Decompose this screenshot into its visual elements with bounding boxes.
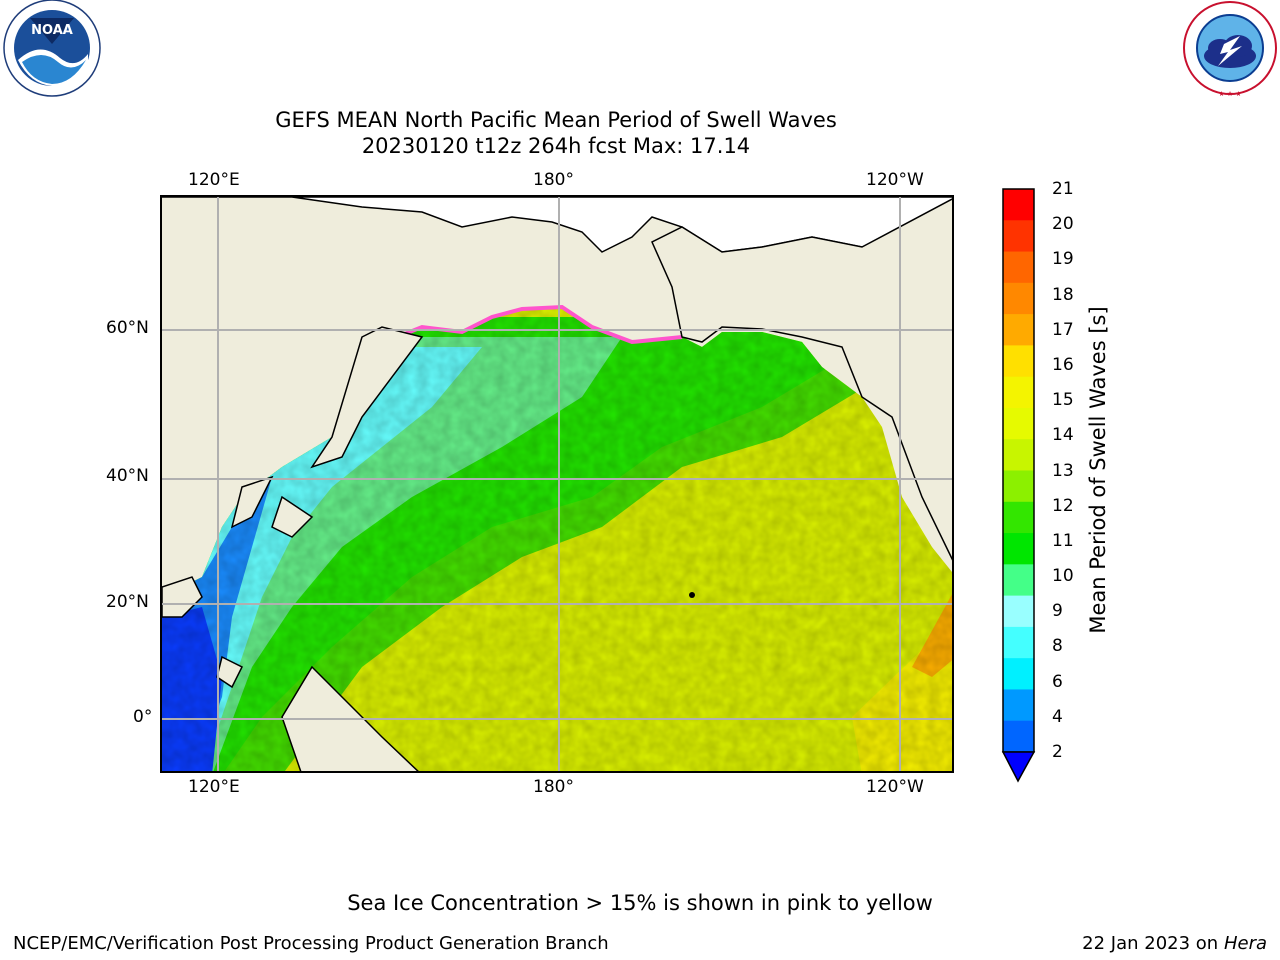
lon-label-bottom-180: 180° <box>533 777 574 797</box>
lon-label-top-180: 180° <box>533 170 574 190</box>
colorbar-cell <box>1003 189 1034 221</box>
colorbar-cell <box>1003 220 1034 253</box>
sea-ice-note: Sea Ice Concentration > 15% is shown in … <box>347 891 933 915</box>
nws-logo: ★ ★ ★ <box>1183 1 1277 98</box>
colorbar-tick-label: 8 <box>1052 636 1063 657</box>
colorbar-tick-label: 18 <box>1052 284 1074 305</box>
colorbar-cell <box>1003 533 1034 565</box>
colorbar-cell <box>1003 658 1034 690</box>
colorbar-cell <box>1003 564 1034 597</box>
chart-title: GEFS MEAN North Pacific Mean Period of S… <box>275 108 837 132</box>
colorbar-tick-label: 13 <box>1052 460 1074 481</box>
colorbar-cell <box>1003 345 1034 378</box>
footer-date-text: 22 Jan 2023 on <box>1082 933 1224 954</box>
colorbar-tick-label: 10 <box>1052 566 1074 587</box>
lon-label-bottom-120e: 120°E <box>188 777 240 797</box>
colorbar-tick-label: 2 <box>1052 742 1063 762</box>
colorbar-cell <box>1003 314 1034 346</box>
colorbar-cell <box>1003 689 1034 722</box>
colorbar <box>1001 188 1036 783</box>
colorbar-cell <box>1003 720 1034 753</box>
lon-label-bottom-120w: 120°W <box>866 777 924 797</box>
colorbar-cell <box>1003 501 1034 534</box>
noaa-logo: NOAA <box>3 0 101 97</box>
colorbar-tick-label: 17 <box>1052 319 1074 340</box>
lon-label-top-120w: 120°W <box>866 170 924 190</box>
colorbar-tick-label: 9 <box>1052 601 1063 622</box>
colorbar-label: Mean Period of Swell Waves [s] <box>1086 306 1110 634</box>
map-graticule <box>162 197 952 771</box>
lat-label-60n: 60°N <box>106 318 149 338</box>
hawaii <box>689 592 695 598</box>
colorbar-cell <box>1003 595 1034 628</box>
lon-label-top-120e: 120°E <box>188 170 240 190</box>
colorbar-cell <box>1003 626 1034 659</box>
swell-period-map <box>162 197 952 771</box>
colorbar-cell <box>1003 439 1034 471</box>
colorbar-tick-label: 19 <box>1052 249 1074 270</box>
footer-date: 22 Jan 2023 on Hera <box>1082 933 1267 954</box>
colorbar-tick-label: 6 <box>1052 671 1063 692</box>
colorbar-tick-label: 4 <box>1052 706 1063 727</box>
sea-ice-edge <box>371 304 683 349</box>
lat-label-40n: 40°N <box>106 466 149 486</box>
colorbar-tick-label: 15 <box>1052 390 1074 411</box>
colorbar-cell <box>1003 376 1034 409</box>
colorbar-under-arrow <box>1001 751 1036 783</box>
colorbar-cell <box>1003 282 1034 315</box>
colorbar-tick-label: 16 <box>1052 354 1074 375</box>
colorbar-cells <box>1003 189 1034 753</box>
colorbar-tick-label: 11 <box>1052 530 1074 551</box>
colorbar-cell <box>1003 407 1034 440</box>
colorbar-cell <box>1003 470 1034 503</box>
footer-credit: NCEP/EMC/Verification Post Processing Pr… <box>13 933 609 954</box>
lat-label-0: 0° <box>133 707 153 727</box>
map-panel <box>160 195 954 773</box>
colorbar-tick-label: 14 <box>1052 425 1074 446</box>
colorbar-cell <box>1003 251 1034 284</box>
colorbar-tick-label: 20 <box>1052 214 1074 235</box>
noaa-logo-text: NOAA <box>31 23 73 38</box>
footer-host: Hera <box>1223 933 1267 954</box>
lat-label-20n: 20°N <box>106 592 149 612</box>
colorbar-tick-label: 12 <box>1052 495 1074 516</box>
chart-subtitle: 20230120 t12z 264h fcst Max: 17.14 <box>361 134 751 158</box>
nws-stars: ★ ★ ★ <box>1218 90 1241 98</box>
colorbar-tick-label: 21 <box>1052 179 1074 199</box>
